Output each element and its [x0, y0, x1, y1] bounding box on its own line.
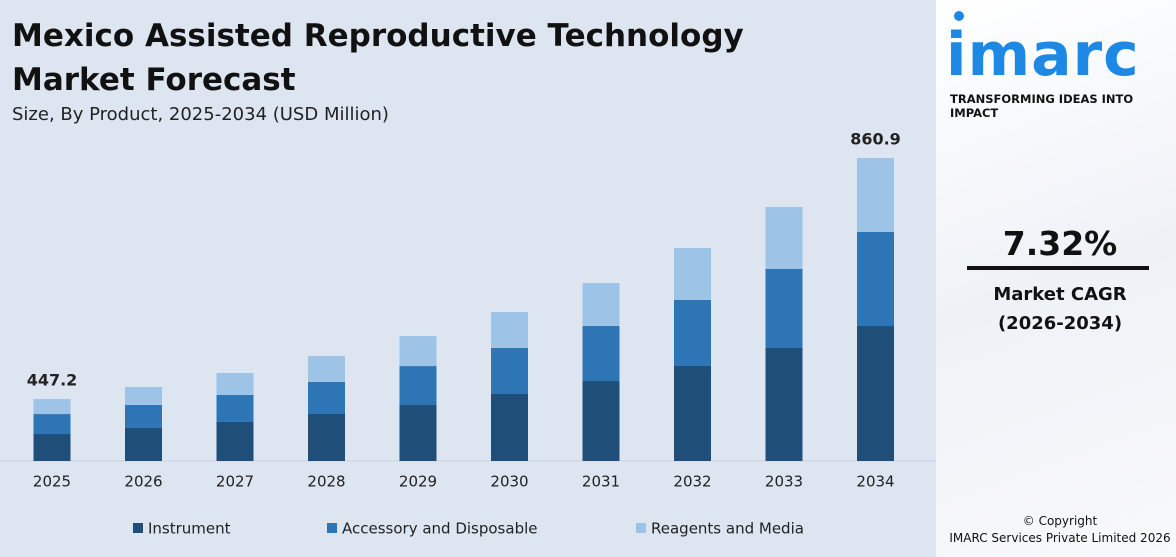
bar-segment — [33, 434, 71, 461]
x-tick-label: 2031 — [582, 473, 620, 491]
bar-segment — [674, 365, 711, 461]
chart: 2025 447.2 2026 2027 2028 2029 2030 2031 2032 203… — [0, 130, 936, 538]
legend-swatch — [636, 523, 646, 533]
legend-label: Instrument — [148, 520, 231, 538]
bar-segment — [125, 387, 162, 406]
x-tick-label: 2034 — [856, 473, 894, 491]
bar-segment — [857, 232, 894, 327]
bar-segment — [125, 428, 162, 461]
legend-label: Accessory and Disposable — [342, 520, 537, 538]
bar-segment — [491, 311, 528, 348]
bar-segment — [582, 326, 620, 382]
sidebar: imarc TRANSFORMING IDEAS INTO IMPACT 7.3… — [936, 0, 1176, 557]
company: IMARC Services Private Limited 2026 — [949, 531, 1171, 545]
bar-segment — [308, 382, 345, 414]
bar-segment — [491, 394, 528, 461]
x-tick-label: 2029 — [399, 473, 437, 491]
bar-segment — [216, 394, 254, 422]
bar-segment — [308, 356, 345, 383]
bar-segment — [857, 158, 894, 233]
logo-dot — [954, 11, 964, 21]
bar-segment — [765, 207, 803, 269]
chart-title: Mexico Assisted Reproductive Technology … — [12, 18, 744, 98]
divider — [967, 266, 1149, 270]
x-tick-label: 2026 — [124, 473, 162, 491]
x-tick-label: 2027 — [216, 473, 254, 491]
bar-segment — [33, 414, 71, 435]
bar-segment — [674, 299, 711, 366]
cagr-label: Market CAGR — [993, 284, 1127, 305]
x-tick-label: 2030 — [490, 473, 528, 491]
total-label: 447.2 — [27, 371, 78, 390]
total-label: 860.9 — [850, 130, 901, 149]
bar-segment — [857, 326, 894, 461]
bar-segment — [216, 421, 254, 461]
legend-swatch — [327, 523, 337, 533]
bar-segment — [399, 336, 437, 367]
bar-segment — [765, 347, 803, 461]
x-tick-label: 2025 — [33, 473, 71, 491]
bar-segment — [765, 268, 803, 348]
cagr-value: 7.32% — [1002, 224, 1118, 263]
legend-label: Reagents and Media — [651, 520, 804, 538]
copyright: © Copyright — [1022, 514, 1098, 528]
bar-segment — [582, 381, 620, 461]
bar-segment — [33, 399, 71, 415]
x-tick-label: 2032 — [673, 473, 711, 491]
bar-segment — [399, 366, 437, 406]
cagr-period: (2026-2034) — [997, 313, 1123, 334]
bar-segment — [216, 372, 254, 395]
logo: imarc — [946, 20, 1140, 90]
bar-segment — [308, 413, 345, 461]
bar-segment — [491, 347, 528, 395]
tagline: TRANSFORMING IDEAS INTO IMPACT — [950, 92, 1134, 120]
chart-subtitle: Size, By Product, 2025-2034 (USD Million… — [12, 104, 389, 125]
bar-segment — [582, 283, 620, 327]
bar-segment — [674, 247, 711, 300]
bar-segment — [125, 405, 162, 429]
x-tick-label: 2028 — [307, 473, 345, 491]
bar-segment — [399, 405, 437, 461]
legend-swatch — [133, 523, 143, 533]
x-tick-label: 2033 — [765, 473, 803, 491]
